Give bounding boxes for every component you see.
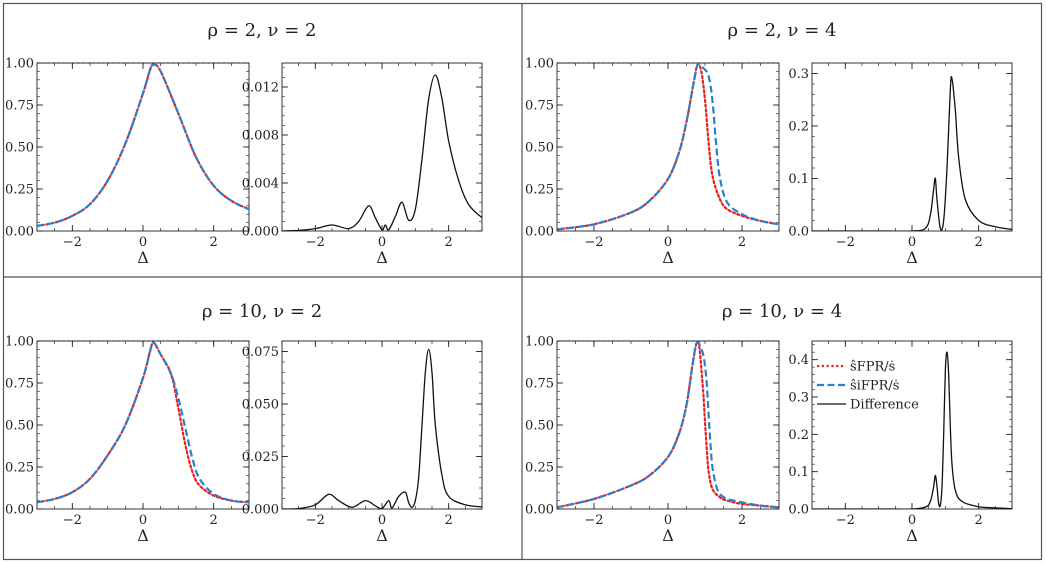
y-tick-label: 0.00 (525, 503, 554, 518)
series-line-difference (812, 75, 1012, 231)
y-tick-label: 0.75 (525, 99, 554, 114)
y-tick-label: 0.3 (788, 391, 809, 406)
y-tick-label: 0.025 (242, 450, 279, 465)
x-tick-label: 2 (210, 513, 218, 528)
y-tick-label: 0.25 (5, 183, 34, 198)
legend-label-1: ŝiFPR/ṡ (850, 379, 899, 394)
x-tick-label: 0 (908, 235, 916, 250)
x-axis-label: Δ (662, 248, 674, 267)
x-tick-label: 0 (908, 513, 916, 528)
y-tick-label: 0.25 (5, 461, 34, 476)
y-tick-label: 0.25 (525, 461, 554, 476)
subplot-1-1: −2 0 2 0.0 0.1 0.2 0.3 Δ (788, 62, 1013, 267)
x-tick-label: 2 (738, 235, 746, 250)
y-tick-label: 0.2 (788, 120, 809, 135)
x-tick-label: 2 (445, 513, 453, 528)
series-line-ifpr (557, 341, 779, 509)
y-tick-label: 0.075 (242, 345, 279, 360)
y-tick-label: 0.50 (525, 141, 554, 156)
y-tick-label: 0.75 (525, 377, 554, 392)
x-tick-label: 0 (378, 513, 386, 528)
subplot-0-1: −2 0 2 0.000 0.004 0.008 0.012 Δ (242, 62, 483, 267)
y-tick-label: 0.75 (5, 99, 34, 114)
x-tick-label: −2 (836, 513, 855, 528)
y-tick-label: 1.00 (5, 335, 34, 350)
y-tick-label: 0.00 (5, 503, 34, 518)
series-line-ifpr (37, 63, 249, 228)
series-line-ifpr (557, 63, 779, 231)
x-axis-label: Δ (376, 526, 388, 545)
legend-label-2: Difference (850, 398, 919, 413)
y-tick-label: 0.1 (788, 465, 809, 480)
y-tick-label: 0.25 (525, 183, 554, 198)
x-tick-label: 2 (975, 235, 983, 250)
x-tick-label: 2 (445, 235, 453, 250)
subplot-3-0: −2 0 2 0.00 0.25 0.50 0.75 1.00 Δ (525, 335, 780, 545)
x-axis-label: Δ (376, 248, 388, 267)
y-tick-label: 0.004 (242, 177, 279, 192)
subplot-2-1: −2 0 2 0.000 0.025 0.050 0.075 Δ (242, 340, 483, 545)
y-tick-label: 0.50 (5, 419, 34, 434)
y-tick-label: 1.00 (5, 57, 34, 72)
series-line-difference (282, 348, 482, 509)
series-line-difference (812, 351, 1012, 509)
panel-title-rho2-nu2: ρ = 2, ν = 2 (208, 20, 317, 41)
x-tick-label: 0 (664, 235, 672, 250)
y-tick-label: 0.0 (788, 503, 809, 518)
y-tick-label: 0.000 (242, 225, 279, 240)
panel-title-rho2-nu4: ρ = 2, ν = 4 (728, 20, 837, 41)
x-tick-label: −2 (584, 513, 603, 528)
x-tick-label: 2 (738, 513, 746, 528)
y-tick-label: 0.012 (242, 81, 279, 96)
y-tick-label: 0.2 (788, 428, 809, 443)
y-tick-label: 1.00 (525, 335, 554, 350)
legend: ŝFPR/ṡ ŝiFPR/ṡ Difference (817, 360, 919, 413)
x-tick-label: −2 (63, 235, 82, 250)
y-tick-label: 0.50 (5, 141, 34, 156)
x-tick-label: 2 (210, 235, 218, 250)
y-tick-label: 0.00 (525, 225, 554, 240)
x-tick-label: −2 (306, 235, 325, 250)
x-tick-label: −2 (63, 513, 82, 528)
x-tick-label: −2 (584, 235, 603, 250)
x-tick-label: 0 (139, 235, 147, 250)
x-tick-label: −2 (836, 235, 855, 250)
y-tick-label: 1.00 (525, 57, 554, 72)
x-axis-label: Δ (137, 248, 149, 267)
y-tick-label: 0.75 (5, 377, 34, 392)
x-axis-label: Δ (906, 248, 918, 267)
series-line-ifpr (37, 341, 249, 504)
x-axis-label: Δ (906, 526, 918, 545)
x-tick-label: −2 (306, 513, 325, 528)
x-tick-label: 0 (664, 513, 672, 528)
x-axis-label: Δ (662, 526, 674, 545)
y-tick-label: 0.50 (525, 419, 554, 434)
x-tick-label: 0 (378, 235, 386, 250)
series-line-difference (282, 74, 482, 231)
subplot-0-0: −2 0 2 0.00 0.25 0.50 0.75 1.00 Δ (5, 57, 250, 267)
x-axis-label: Δ (137, 526, 149, 545)
y-tick-label: 0.1 (788, 172, 809, 187)
legend-label-0: ŝFPR/ṡ (850, 360, 895, 375)
y-tick-label: 0.3 (788, 67, 809, 82)
panel-title-rho10-nu2: ρ = 10, ν = 2 (202, 301, 322, 322)
subplot-1-0: −2 0 2 0.00 0.25 0.50 0.75 1.00 Δ (525, 57, 780, 267)
subplot-3-1: −2 0 2 0.0 0.1 0.2 0.3 0.4 Δ (788, 340, 1013, 545)
panel-title-rho10-nu4: ρ = 10, ν = 4 (722, 301, 842, 322)
y-tick-label: 0.0 (788, 225, 809, 240)
x-tick-label: 2 (975, 513, 983, 528)
subplot-2-0: −2 0 2 0.00 0.25 0.50 0.75 1.00 Δ (5, 335, 250, 545)
y-tick-label: 0.000 (242, 503, 279, 518)
y-tick-label: 0.4 (788, 353, 809, 368)
y-tick-label: 0.050 (242, 398, 279, 413)
x-tick-label: 0 (139, 513, 147, 528)
y-tick-label: 0.00 (5, 225, 34, 240)
y-tick-label: 0.008 (242, 129, 279, 144)
